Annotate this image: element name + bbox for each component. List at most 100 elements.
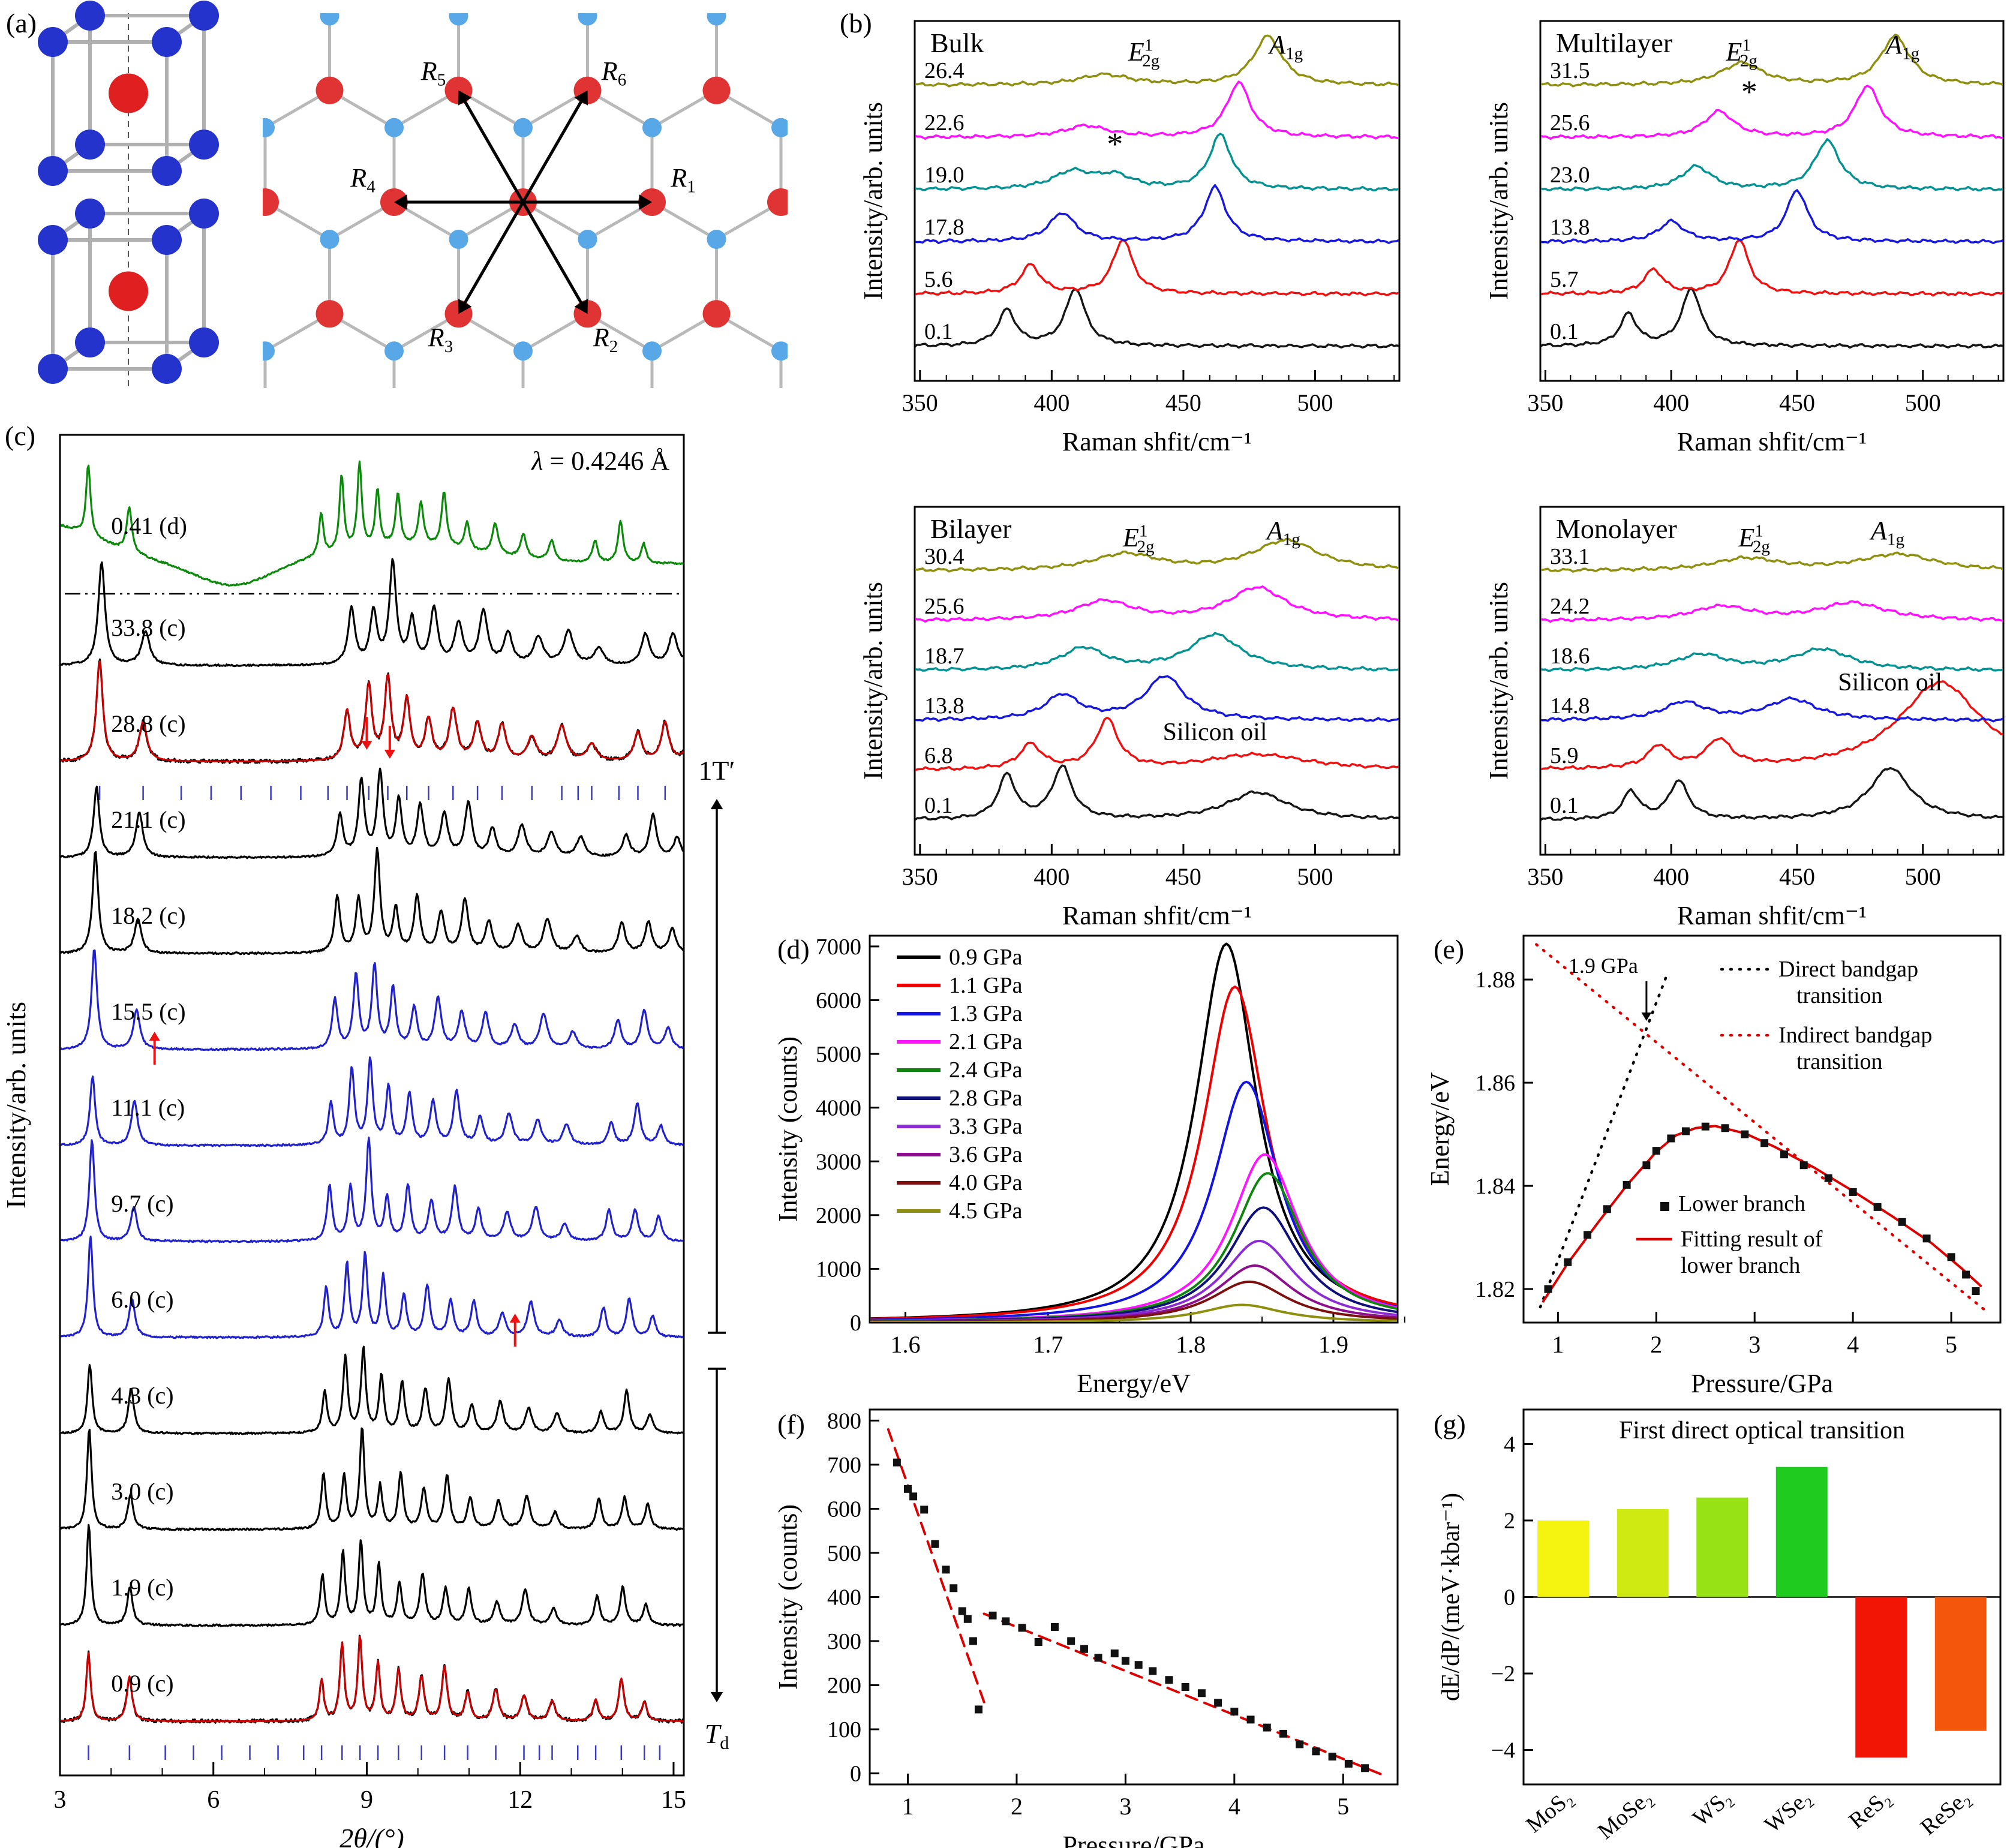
y-axis-label: Intensity/arb. units bbox=[1484, 102, 1513, 300]
data-point bbox=[1623, 1180, 1631, 1189]
x-tick-label: 400 bbox=[1653, 863, 1689, 890]
chalcogen-atom bbox=[75, 130, 105, 160]
raman-trace bbox=[915, 239, 1399, 297]
raman-trace bbox=[1541, 239, 2003, 297]
lattice-atom-red bbox=[263, 188, 279, 216]
x-tick-label: 4 bbox=[1228, 1793, 1240, 1820]
data-point bbox=[958, 1607, 966, 1615]
lattice-atom-blue bbox=[513, 118, 533, 137]
raman-trace bbox=[915, 80, 1399, 140]
y-tick-label: 100 bbox=[827, 1717, 861, 1742]
y-tick-label: 4000 bbox=[816, 1096, 861, 1121]
data-point bbox=[1824, 1174, 1832, 1182]
chalcogen-atom bbox=[189, 130, 219, 160]
pressure-label: 18.6 bbox=[1550, 644, 1590, 669]
x-tick-label: 350 bbox=[1527, 389, 1563, 416]
raman-trace bbox=[915, 764, 1399, 821]
category-label: ReS₂ bbox=[1844, 1785, 1895, 1834]
lattice-atom-blue bbox=[707, 13, 726, 26]
data-point bbox=[1701, 1122, 1709, 1131]
raman-trace bbox=[915, 34, 1399, 88]
silicon-oil-label: Silicon oil bbox=[1163, 719, 1267, 746]
lattice-vector-label: R2 bbox=[593, 323, 618, 356]
pressure-label: 0.1 bbox=[924, 319, 953, 344]
bar-0 bbox=[1537, 1520, 1590, 1597]
data-point bbox=[1584, 1231, 1592, 1239]
pressure-label: 0.1 bbox=[924, 793, 953, 818]
data-point bbox=[1279, 1729, 1287, 1738]
legend-label: 1.3 GPa bbox=[949, 1001, 1023, 1026]
legend-label: 4.5 GPa bbox=[949, 1198, 1023, 1224]
y-tick-label: −2 bbox=[1491, 1661, 1515, 1687]
data-point bbox=[1018, 1624, 1026, 1632]
data-point bbox=[974, 1705, 983, 1714]
x-tick-label: 500 bbox=[1905, 389, 1941, 416]
pressure-label: 24.2 bbox=[1550, 594, 1590, 619]
lattice-atom-red bbox=[767, 411, 795, 439]
x-tick-label: 500 bbox=[1297, 389, 1333, 416]
data-point bbox=[1263, 1723, 1271, 1732]
axes-frame bbox=[914, 20, 1401, 382]
e2g-label: E1 2g bbox=[1128, 35, 1159, 70]
trend-line bbox=[983, 1612, 1386, 1777]
y-tick-label: 200 bbox=[827, 1673, 861, 1699]
x-tick-label: 15 bbox=[661, 1786, 686, 1814]
x-tick-label: 400 bbox=[1653, 389, 1689, 416]
y-tick-label: 1.86 bbox=[1476, 1071, 1516, 1096]
x-axis-label: Energy/eV bbox=[1077, 1369, 1191, 1398]
pressure-label: 25.6 bbox=[1550, 110, 1590, 136]
x-tick-label: 450 bbox=[1165, 389, 1201, 416]
phase-label-Td: Td bbox=[705, 1718, 729, 1753]
data-point bbox=[1110, 1649, 1119, 1658]
pressure-label: 9.7 (c) bbox=[111, 1190, 173, 1217]
y-axis-label: Intensity/arb. units bbox=[858, 102, 888, 300]
pressure-label: 18.7 bbox=[924, 644, 965, 669]
chalcogen-atom bbox=[38, 27, 68, 57]
pressure-label: 28.8 (c) bbox=[111, 710, 185, 737]
data-point bbox=[1002, 1617, 1010, 1625]
data-point bbox=[1296, 1740, 1304, 1748]
pressure-label: 33.8 (c) bbox=[111, 614, 185, 641]
lattice-atom-blue bbox=[320, 453, 339, 472]
star-marker: * bbox=[1107, 126, 1123, 162]
a1g-label: A1g bbox=[1267, 30, 1303, 64]
legend-label: Lower branch bbox=[1678, 1191, 1805, 1216]
lattice-atom-blue bbox=[707, 230, 726, 249]
y-tick-label: 5000 bbox=[816, 1042, 861, 1067]
lattice-atom-blue bbox=[1029, 341, 1048, 360]
xrd-trace bbox=[61, 846, 683, 955]
x-tick-label: 350 bbox=[1527, 863, 1563, 890]
raman-trace bbox=[1541, 287, 2003, 349]
category-label: MoSe₂ bbox=[1593, 1785, 1657, 1844]
x-tick-label: 1.9 bbox=[1318, 1331, 1348, 1358]
raman-trace bbox=[1541, 34, 2003, 88]
bar-4 bbox=[1855, 1597, 1907, 1758]
chalcogen-atom bbox=[38, 156, 68, 186]
pressure-label: 19.0 bbox=[924, 163, 965, 188]
lattice-atom-blue bbox=[771, 118, 788, 137]
x-tick-label: 3 bbox=[1119, 1793, 1131, 1820]
legend-label: Indirect bandgap bbox=[1778, 1023, 1932, 1048]
lattice-vector-label: R1 bbox=[670, 163, 695, 197]
pressure-label: 22.6 bbox=[924, 110, 965, 136]
axes-frame bbox=[1522, 934, 2002, 1324]
chalcogen-atom bbox=[75, 199, 105, 229]
pl-curve bbox=[870, 1172, 1397, 1322]
lattice-atom-red bbox=[316, 300, 344, 328]
y-tick-label: 1.82 bbox=[1476, 1277, 1516, 1302]
category-label: ReSe₂ bbox=[1916, 1785, 1975, 1840]
y-axis-label: Intensity/arb. units bbox=[858, 582, 888, 780]
x-tick-label: 450 bbox=[1779, 389, 1815, 416]
panel-a-structure: R1 R6 R5 R4 R3 R2 bbox=[0, 1, 1048, 472]
lattice-atom-blue bbox=[0, 118, 17, 137]
lattice-atom-red bbox=[832, 77, 860, 104]
x-axis-label: Pressure/GPa bbox=[1062, 1831, 1204, 1848]
panel-title: Monolayer bbox=[1556, 513, 1677, 544]
pressure-label: 6.8 bbox=[924, 743, 953, 768]
data-point bbox=[1780, 1150, 1788, 1159]
lattice-atom-blue bbox=[513, 341, 533, 361]
lattice-vector-label: R4 bbox=[350, 163, 375, 197]
x-tick-label: 1.7 bbox=[1033, 1331, 1063, 1358]
data-point bbox=[1344, 1759, 1353, 1768]
pressure-label: 3.0 (c) bbox=[111, 1478, 173, 1505]
